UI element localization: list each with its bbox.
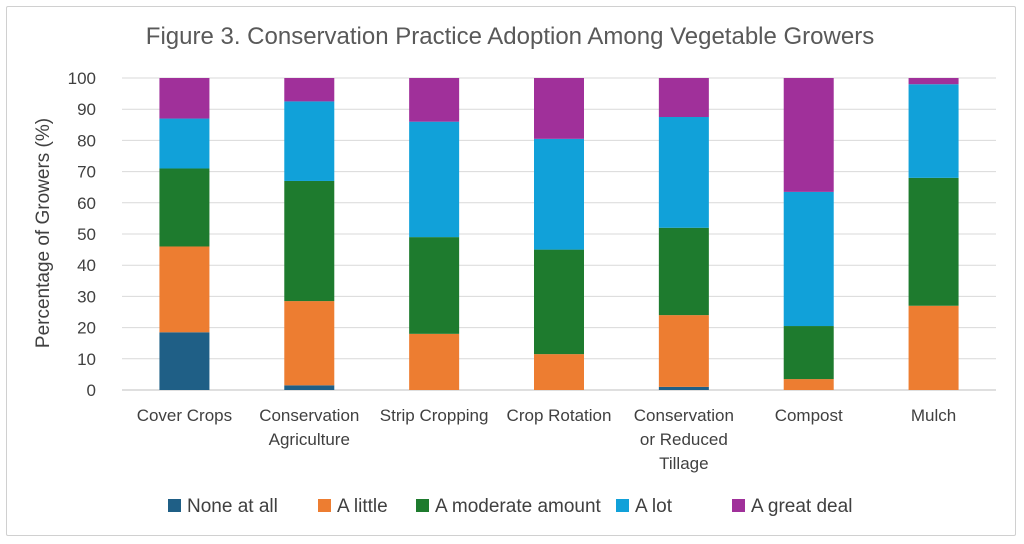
y-tick-label: 0: [87, 381, 96, 400]
bar-segment: [908, 177, 959, 306]
bar-segment: [284, 101, 335, 181]
bar-segment: [534, 354, 584, 390]
y-tick-label: 40: [77, 256, 96, 275]
bars: [159, 78, 959, 390]
bar-segment: [409, 237, 460, 334]
bar-segment: [159, 118, 210, 169]
bar-segment: [783, 379, 834, 390]
chart-title: Figure 3. Conservation Practice Adoption…: [146, 23, 874, 50]
y-tick-label: 20: [77, 319, 96, 338]
y-axis: 0 10 20 30 40 50 60 70 80 90 100: [68, 69, 96, 400]
y-tick-label: 10: [77, 350, 96, 369]
y-tick-label: 50: [77, 225, 96, 244]
bar-segment: [159, 78, 210, 119]
legend-label: A great deal: [751, 496, 852, 517]
legend: None at all A little A moderate amount A lo…: [168, 496, 852, 517]
y-tick-label: 90: [77, 100, 96, 119]
bar-segment: [658, 78, 709, 117]
bar-segment: [534, 78, 584, 139]
bar-segment: [658, 315, 709, 387]
legend-label: None at all: [187, 496, 278, 517]
x-tick-label: Conservation Agriculture: [259, 406, 359, 449]
bar-segment: [409, 121, 460, 238]
x-tick-label-line: Conservation: [634, 406, 734, 425]
bar-segment: [783, 191, 834, 327]
y-tick-label: 80: [77, 131, 96, 150]
x-tick-label-line: Tillage: [659, 454, 708, 473]
x-tick-label-line: Conservation: [259, 406, 359, 425]
bar-segment: [284, 78, 335, 102]
bar-segment: [783, 326, 834, 380]
bar-segment: [284, 180, 335, 302]
bar-segment: [284, 301, 335, 386]
y-tick-label: 70: [77, 163, 96, 182]
x-tick-label-line: Compost: [775, 406, 843, 425]
bar-segment: [534, 138, 584, 250]
legend-swatch: [616, 499, 629, 512]
bar-segment: [159, 168, 210, 247]
bar-segment: [908, 78, 959, 85]
bar-segment: [409, 78, 460, 122]
x-tick-label-line: Mulch: [911, 406, 956, 425]
legend-swatch: [416, 499, 429, 512]
x-axis: Cover Crops Conservation Agriculture Strip …: [137, 406, 957, 473]
bar-segment: [159, 246, 210, 333]
bar-segment: [658, 117, 709, 228]
bar-segment: [908, 84, 959, 178]
bar-segment: [534, 249, 584, 355]
x-tick-label-line: Crop Rotation: [507, 406, 612, 425]
bar-segment: [908, 305, 959, 390]
bar-segment: [284, 385, 335, 390]
legend-swatch: [318, 499, 331, 512]
y-tick-label: 30: [77, 287, 96, 306]
y-axis-title: Percentage of Growers (%): [33, 118, 54, 348]
legend-label: A little: [337, 496, 388, 517]
x-tick-label-line: Cover Crops: [137, 406, 232, 425]
y-tick-label: 60: [77, 194, 96, 213]
legend-swatch: [168, 499, 181, 512]
x-tick-label: Conservation or Reduced Tillage: [634, 406, 734, 473]
bar-segment: [658, 227, 709, 316]
legend-swatch: [732, 499, 745, 512]
bar-segment: [658, 386, 709, 390]
x-tick-label-line: Strip Cropping: [380, 406, 489, 425]
x-tick-label: Mulch: [911, 406, 956, 425]
x-tick-label-line: or Reduced: [640, 430, 728, 449]
y-tick-label: 100: [68, 69, 96, 88]
x-tick-label: Cover Crops: [137, 406, 232, 425]
x-tick-label: Crop Rotation: [507, 406, 612, 425]
legend-label: A lot: [635, 496, 673, 517]
legend-label: A moderate amount: [435, 496, 602, 517]
bar-segment: [783, 78, 834, 192]
x-tick-label: Strip Cropping: [380, 406, 489, 425]
bar-segment: [159, 332, 210, 390]
bar-segment: [409, 333, 460, 390]
x-tick-label: Compost: [775, 406, 843, 425]
x-tick-label-line: Agriculture: [269, 430, 350, 449]
